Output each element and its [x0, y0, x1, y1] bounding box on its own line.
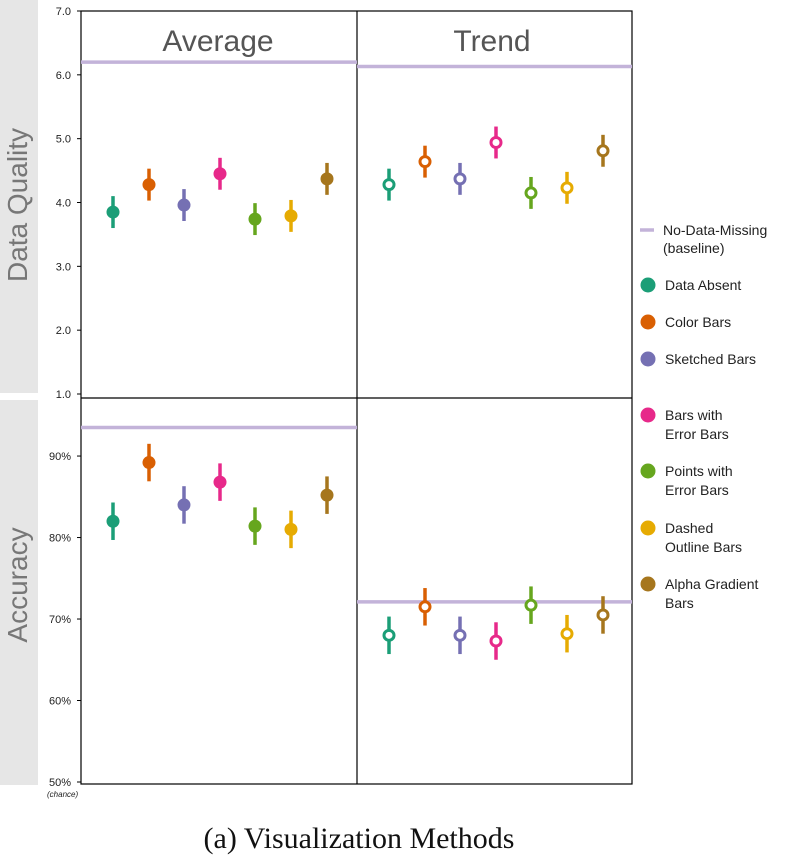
ytick-note-accuracy: (chance) [47, 790, 78, 799]
data-point [248, 212, 262, 226]
legend-label: Color Bars [665, 314, 731, 330]
data-point [596, 608, 610, 622]
ytick-label-accuracy: 50% [49, 777, 71, 789]
data-point [489, 634, 503, 648]
legend-swatch [640, 277, 656, 293]
data-point [560, 181, 574, 195]
data-point [560, 627, 574, 641]
data-point [284, 522, 298, 536]
data-point [177, 498, 191, 512]
legend-label: Data Absent [665, 277, 741, 293]
data-point [524, 186, 538, 200]
legend-swatch [640, 463, 656, 479]
data-point [177, 198, 191, 212]
ytick-label-accuracy: 80% [49, 533, 71, 545]
data-point [248, 519, 262, 533]
legend-label: Alpha Gradient [665, 576, 759, 592]
row-title-data-quality: Data Quality [2, 128, 33, 282]
data-point [453, 628, 467, 642]
data-point [453, 172, 467, 186]
legend-swatch [640, 520, 656, 536]
legend-label: Sketched Bars [665, 351, 756, 367]
data-point [596, 144, 610, 158]
legend-label: Error Bars [665, 426, 729, 442]
legend-swatch [640, 576, 656, 592]
column-title-trend: Trend [453, 25, 530, 58]
legend-swatch [640, 351, 656, 367]
legend-swatch [640, 314, 656, 330]
data-point [284, 209, 298, 223]
data-point [382, 628, 396, 642]
legend-swatch [640, 407, 656, 423]
data-point [142, 178, 156, 192]
row-band-accuracy [0, 400, 38, 785]
figure-caption: (a) Visualization Methods [204, 822, 515, 855]
legend-baseline-label: (baseline) [663, 240, 724, 256]
data-point [418, 600, 432, 614]
data-point [213, 475, 227, 489]
ytick-label-data-quality: 6.0 [56, 70, 71, 82]
data-point [106, 205, 120, 219]
axes: 1.0 2.0 3.0 4.0 5.0 6.0 7.0 50% 60% 70% 80% 90% (cha… [47, 6, 81, 799]
ytick-label-accuracy: 90% [49, 451, 71, 463]
legend-baseline-label: No-Data-Missing [663, 222, 767, 238]
data-point [418, 155, 432, 169]
ytick-label-data-quality: 4.0 [56, 198, 71, 210]
ytick-label-data-quality: 3.0 [56, 261, 71, 273]
ytick-label-accuracy: 60% [49, 696, 71, 708]
row-title-accuracy: Accuracy [2, 527, 33, 642]
column-title-average: Average [162, 25, 273, 58]
data-point [142, 456, 156, 470]
data-point [382, 178, 396, 192]
legend-label: Bars with [665, 407, 723, 423]
legend: No-Data-Missing (baseline) Data Absent Colo… [640, 222, 767, 611]
ytick-label-data-quality: 7.0 [56, 6, 71, 18]
data-point [320, 172, 334, 186]
ytick-label-data-quality: 2.0 [56, 325, 71, 337]
legend-label: Points with [665, 463, 733, 479]
legend-label: Bars [665, 595, 694, 611]
data-point [524, 598, 538, 612]
row-band-data-quality [0, 0, 38, 393]
ytick-label-data-quality: 1.0 [56, 389, 71, 401]
legend-label: Dashed [665, 520, 713, 536]
data-point [106, 514, 120, 528]
ytick-label-data-quality: 5.0 [56, 134, 71, 146]
data-marks [81, 60, 632, 660]
legend-label: Error Bars [665, 482, 729, 498]
data-point [320, 488, 334, 502]
data-point [489, 135, 503, 149]
data-point [213, 167, 227, 181]
ytick-label-accuracy: 70% [49, 614, 71, 626]
legend-label: Outline Bars [665, 539, 742, 555]
